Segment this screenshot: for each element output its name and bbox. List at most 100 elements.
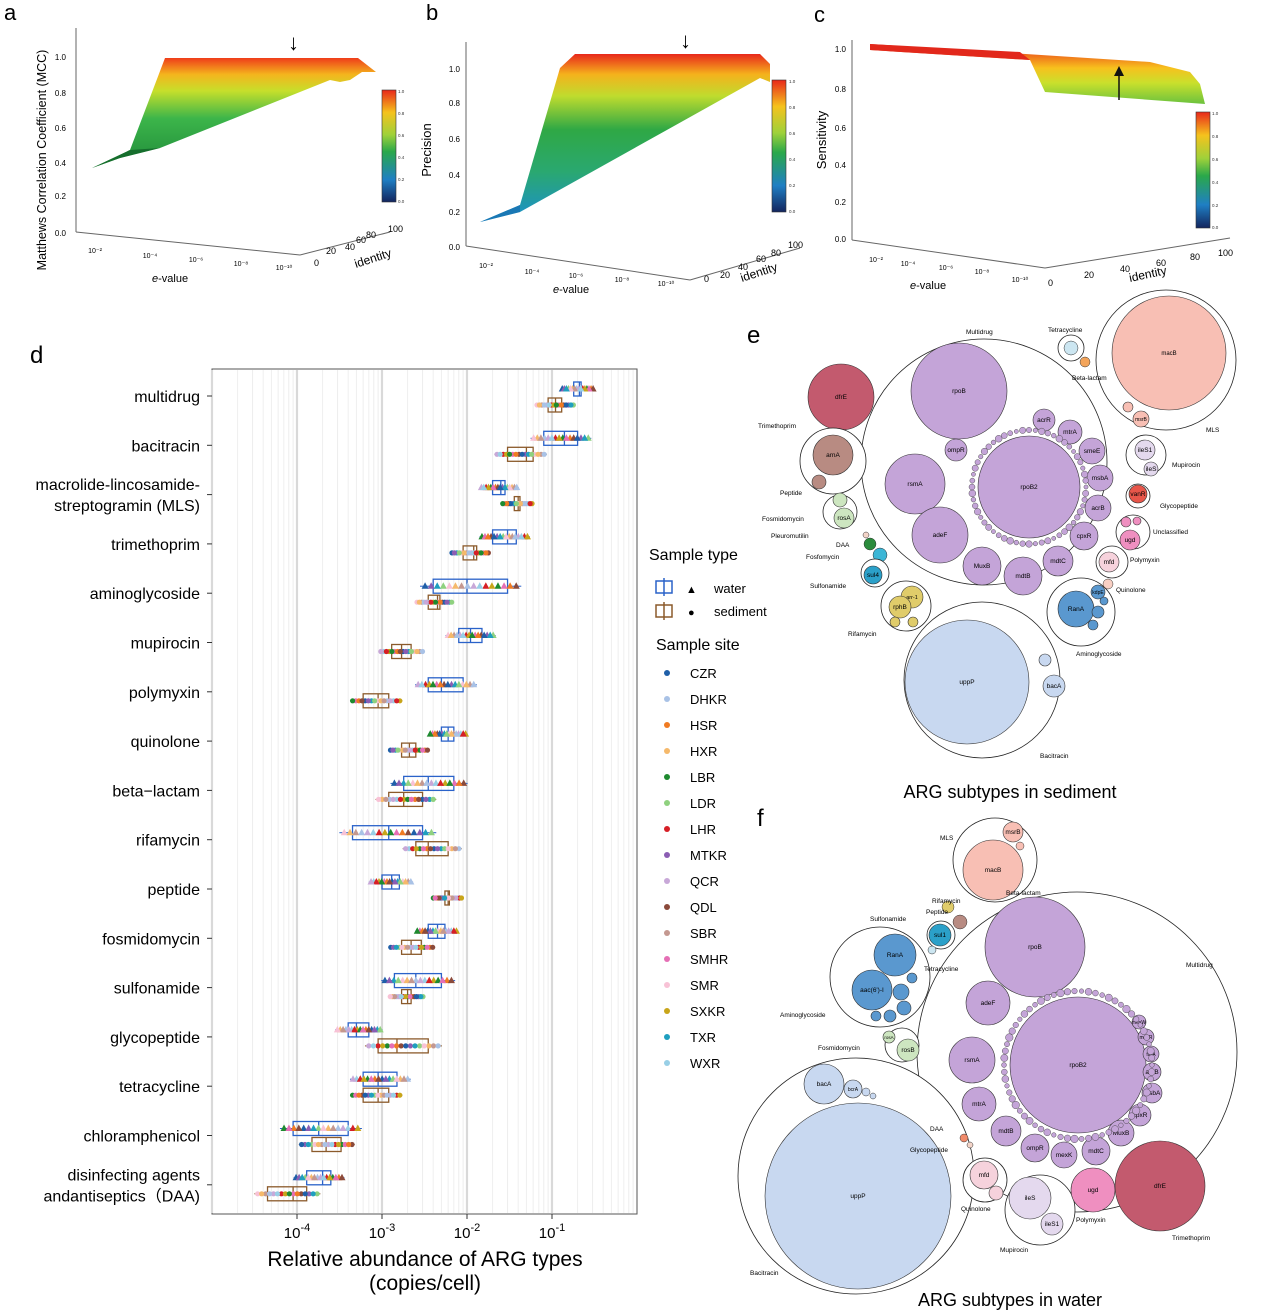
gene-label: msbA xyxy=(1092,475,1109,482)
gene-label: mfd xyxy=(1104,559,1115,566)
category-labels: multidrug bacitracin macrolide-lincosamide… xyxy=(36,389,212,1205)
panel-d: d multidrug bacitracin macrolide-lincosami… xyxy=(30,342,767,1295)
data-points xyxy=(255,385,597,1197)
water-point xyxy=(427,582,435,589)
group-label: Tetracycline xyxy=(1048,327,1083,334)
water-point xyxy=(562,385,570,392)
gene-circle xyxy=(832,492,848,508)
gene-circle xyxy=(861,1087,871,1097)
water-point xyxy=(339,1025,347,1033)
gene-circle xyxy=(927,945,937,955)
gene-label: uppP xyxy=(959,679,974,686)
gene-circle-mtra xyxy=(961,1086,997,1122)
sediment-point xyxy=(270,1191,277,1197)
water-point xyxy=(407,878,415,885)
zlabel-c: Sensitivity xyxy=(814,110,829,169)
xtick: 10⁻¹⁰ xyxy=(1012,276,1029,284)
group-label: Quinolone xyxy=(1116,587,1146,594)
legend-site-marker xyxy=(664,904,670,910)
gene-circle-small xyxy=(1146,1047,1155,1055)
gene-circle xyxy=(1038,653,1052,667)
sediment-point xyxy=(430,1043,437,1049)
legend-site-label: MTKR xyxy=(690,848,727,863)
gene-circle-mfd xyxy=(969,1160,999,1190)
gene-circle-small xyxy=(1006,1089,1013,1096)
sediment-point xyxy=(419,648,426,655)
gene-circle-mtra xyxy=(1057,419,1083,445)
gene-label: MuxB xyxy=(974,563,991,570)
sediment-point xyxy=(389,648,395,655)
sediment-point xyxy=(432,895,438,901)
legend-site-marker xyxy=(664,722,670,728)
water-point xyxy=(447,730,455,737)
small-gene-ring xyxy=(1000,988,1156,1143)
water-point xyxy=(396,878,404,885)
gene-circle-small xyxy=(1051,1132,1057,1138)
water-point xyxy=(338,1173,346,1181)
water-point xyxy=(298,1173,306,1181)
water-point xyxy=(352,828,360,836)
water-point xyxy=(480,631,488,638)
sediment-point xyxy=(384,1043,390,1049)
gene-circle-msrb xyxy=(1132,410,1150,428)
gene-circle-small xyxy=(1073,453,1081,461)
water-point xyxy=(285,1124,293,1131)
sediment-point xyxy=(413,846,419,852)
zticks-b: 0.0 0.2 0.4 0.6 0.8 1.0 xyxy=(449,65,461,252)
xticks-b: 10⁻² 10⁻⁴ 10⁻⁶ 10⁻⁸ 10⁻¹⁰ xyxy=(479,263,674,288)
panel-letter-c: c xyxy=(814,2,825,27)
gene-circle-small xyxy=(978,454,984,460)
gene-circle xyxy=(889,616,901,628)
gene-circle-small xyxy=(1105,1129,1112,1136)
cbtick: 0.4 xyxy=(398,155,405,160)
ytick: 20 xyxy=(720,270,730,280)
group-label: Bacitracin xyxy=(750,1270,779,1277)
water-point xyxy=(365,1025,373,1033)
arrow-c-head xyxy=(1114,66,1124,76)
ztick: 0.4 xyxy=(835,161,847,170)
ytick: 80 xyxy=(771,248,781,258)
gene-circle-small xyxy=(981,519,988,526)
water-point xyxy=(501,483,509,491)
colorbar-a xyxy=(381,89,397,203)
water-point xyxy=(439,582,447,589)
water-point xyxy=(470,680,478,688)
cbtick: 0.8 xyxy=(1212,134,1219,139)
arrow-b: ↓ xyxy=(680,28,691,53)
gene-circle-small xyxy=(1146,1041,1152,1047)
ytick: 40 xyxy=(345,242,355,252)
cbtick: 0.2 xyxy=(398,177,405,182)
sediment-point xyxy=(286,1191,292,1197)
gene-circle xyxy=(870,1010,882,1022)
cbtick: 0.8 xyxy=(398,111,405,116)
category-label: sulfonamide xyxy=(114,981,200,998)
sediment-point xyxy=(255,1191,261,1197)
ytick: 40 xyxy=(738,262,748,272)
gene-label: mdtB xyxy=(998,1128,1013,1135)
ztick: 0.2 xyxy=(835,198,847,207)
sediment-point xyxy=(427,846,434,852)
sediment-point xyxy=(370,1043,377,1049)
water-point xyxy=(369,828,377,836)
gene-circle-small xyxy=(1037,1125,1045,1133)
xtick: 10⁻⁸ xyxy=(975,269,989,276)
water-point xyxy=(434,976,442,984)
gene-circle-sul4 xyxy=(863,565,883,585)
water-point xyxy=(326,1173,334,1181)
water-point xyxy=(484,483,492,491)
panel-c: c Sensitivity 0.0 0.2 0.4 0.6 0.8 1.0 10… xyxy=(814,2,1233,292)
gene-circle xyxy=(1132,516,1142,526)
sediment-point xyxy=(434,846,441,852)
gene-circle xyxy=(883,1009,897,1023)
water-point xyxy=(433,582,441,589)
yticks-a: 0 20 40 60 80 100 xyxy=(314,224,403,268)
sediment-point xyxy=(413,994,420,1000)
legend-water-label: water xyxy=(713,581,746,596)
water-point xyxy=(395,779,403,786)
gene-label: sul4 xyxy=(867,572,879,579)
water-point xyxy=(409,779,417,786)
gene-label: mdtC xyxy=(1088,1148,1104,1155)
gene-circle-small xyxy=(1076,508,1084,516)
legend-site-marker xyxy=(664,826,670,832)
ztick: 0.8 xyxy=(835,85,847,94)
